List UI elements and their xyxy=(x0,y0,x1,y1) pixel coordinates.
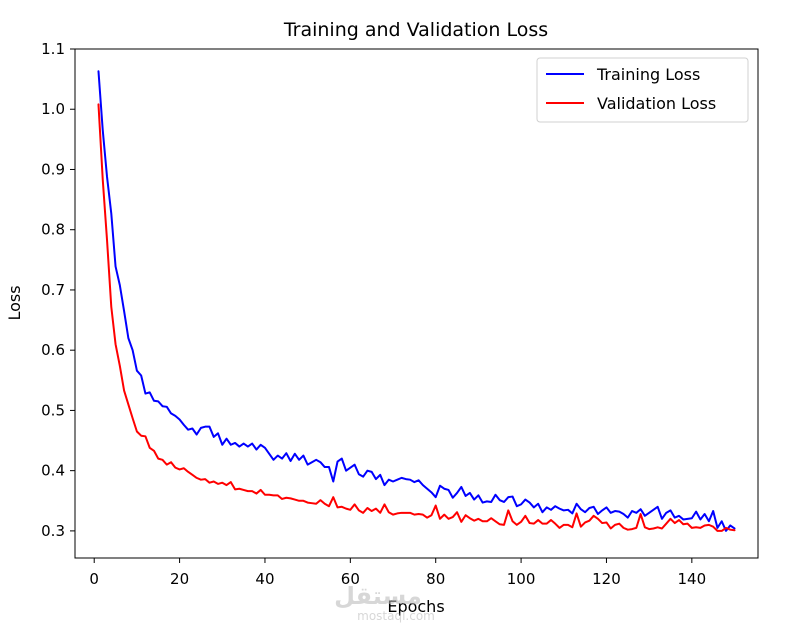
x-tick-label: 80 xyxy=(426,570,445,588)
y-tick-label: 0.7 xyxy=(41,281,65,299)
y-tick-label: 0.5 xyxy=(41,401,65,419)
x-tick-label: 120 xyxy=(592,570,621,588)
watermark-arabic: مستقل xyxy=(334,582,422,610)
x-axis-ticks: 0 20 40 60 80 100 120 140 xyxy=(89,558,706,588)
x-tick-label: 20 xyxy=(170,570,189,588)
chart-title: Training and Validation Loss xyxy=(283,19,548,41)
y-tick-label: 0.4 xyxy=(41,462,65,480)
watermark: مستقل mostaql.com xyxy=(334,582,435,623)
series-layer xyxy=(97,70,736,532)
x-tick-label: 140 xyxy=(678,570,707,588)
y-tick-label: 0.6 xyxy=(41,341,65,359)
y-tick-label: 0.3 xyxy=(41,522,65,540)
series-line-training-loss xyxy=(97,70,736,532)
x-tick-label: 60 xyxy=(341,570,360,588)
y-tick-label: 1.1 xyxy=(41,40,65,58)
series-line-validation-loss xyxy=(97,103,736,532)
legend-label-training: Training Loss xyxy=(596,65,700,84)
y-axis-ticks: 0.3 0.4 0.5 0.6 0.7 0.8 0.9 1.0 1.1 xyxy=(41,40,75,540)
legend: Training Loss Validation Loss xyxy=(536,57,749,123)
watermark-latin: mostaql.com xyxy=(357,609,435,623)
plot-frame xyxy=(74,48,759,559)
x-axis-title: Epochs xyxy=(387,597,444,616)
legend-box xyxy=(536,57,749,123)
x-tick-label: 40 xyxy=(255,570,274,588)
y-tick-label: 0.9 xyxy=(41,160,65,178)
y-tick-label: 1.0 xyxy=(41,100,65,118)
y-tick-label: 0.8 xyxy=(41,221,65,239)
y-axis-title: Loss xyxy=(5,285,24,320)
x-tick-label: 0 xyxy=(89,570,99,588)
legend-label-validation: Validation Loss xyxy=(597,94,716,113)
x-tick-label: 100 xyxy=(507,570,536,588)
